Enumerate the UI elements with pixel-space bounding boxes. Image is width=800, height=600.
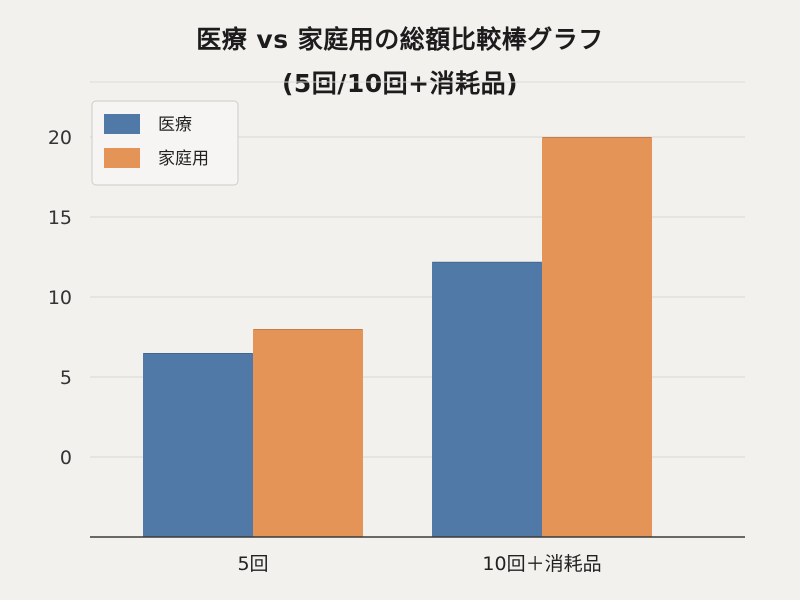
legend-swatch-0	[104, 114, 140, 134]
bar-medical-0	[143, 353, 253, 537]
legend-label-0: 医療	[158, 115, 192, 135]
bar-home-0	[253, 329, 363, 537]
y-tick-label: 0	[60, 447, 72, 469]
chart-subtitle: (5回/10回+消耗品)	[281, 69, 519, 98]
x-tick-label: 5回	[237, 553, 268, 575]
chart-title: 医療 vs 家庭用の総額比較棒グラフ	[196, 25, 604, 54]
legend-label-1: 家庭用	[158, 149, 209, 169]
x-tick-label: 10回＋消耗品	[482, 553, 601, 575]
legend-swatch-1	[104, 148, 140, 168]
y-tick-label: 10	[48, 287, 72, 309]
bar-medical-1	[432, 261, 542, 537]
y-tick-label: 5	[60, 367, 72, 389]
y-tick-label: 20	[48, 127, 72, 149]
y-tick-label: 15	[48, 207, 72, 229]
legend-box	[91, 100, 239, 186]
bar-home-1	[542, 137, 652, 537]
